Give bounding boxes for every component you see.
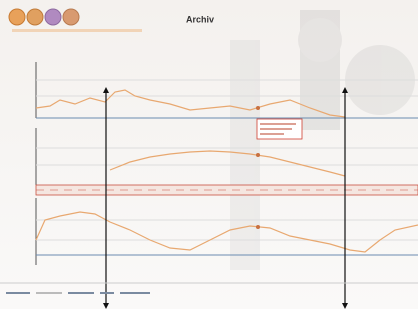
nav-button[interactable]	[45, 9, 61, 25]
nav-button[interactable]	[9, 9, 25, 25]
subtitle-bar	[12, 29, 142, 32]
page: Archiv	[0, 0, 418, 309]
nav-button[interactable]	[63, 9, 79, 25]
nav-button[interactable]	[27, 9, 43, 25]
background	[0, 0, 418, 309]
screen: Archiv	[0, 0, 418, 309]
page-title: Archiv	[186, 14, 214, 24]
